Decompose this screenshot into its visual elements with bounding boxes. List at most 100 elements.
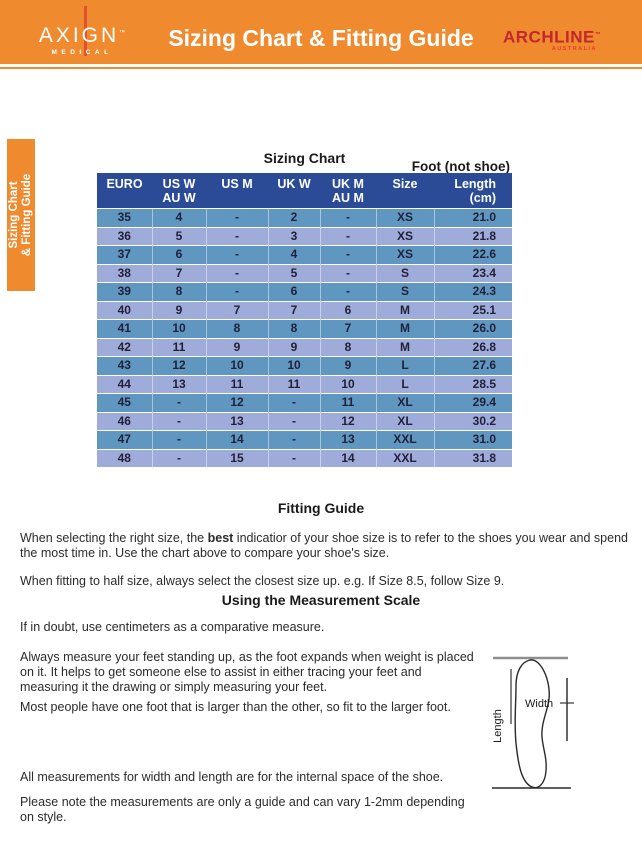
table-cell: 23.4 (433, 263, 512, 283)
table-cell: L (375, 356, 434, 375)
table-cell: 46 (97, 411, 152, 431)
table-row: 40 9 7 7 6 M 25.1 (97, 300, 512, 320)
table-cell: - (205, 226, 268, 246)
table-cell: 7 (205, 300, 268, 320)
paragraph-text: When selecting the right size, the (20, 531, 208, 545)
table-cell: 11 (151, 337, 206, 357)
table-cell: 31.8 (433, 448, 512, 467)
table-row: 42 11 9 9 8 M 26.8 (97, 337, 512, 357)
sizing-chart-title: Sizing Chart (263, 150, 346, 166)
table-cell: 28.5 (433, 374, 512, 394)
trademark-symbol: ™ (594, 32, 602, 38)
table-cell: 12 (151, 356, 206, 375)
table-cell: 8 (205, 319, 268, 338)
table-row: 47-14-13 XXL 31.0 (97, 430, 512, 449)
table-row: 48-15-14 XXL 31.8 (97, 448, 512, 467)
paragraph-selecting-size: When selecting the right size, the best … (20, 531, 632, 561)
table-cell: - (151, 411, 206, 431)
table-cell: 48 (97, 448, 152, 467)
table-cell: 8 (151, 282, 206, 301)
archline-wordmark: ARCHLINE™ (503, 27, 602, 46)
col-length-cm: Length (cm) (434, 173, 512, 209)
table-header-row: EURO US W AU W US M UK W UK M AU M Size Le… (97, 173, 512, 209)
table-cell: 7 (151, 263, 206, 283)
table-row: 45-12-11 XL 29.4 (97, 393, 512, 412)
foot-not-shoe-note: Foot (not shoe) (411, 159, 510, 174)
table-cell: 29.4 (433, 393, 512, 412)
table-cell: 30.2 (433, 411, 512, 431)
sizing-table-header: EURO US W AU W US M UK W UK M AU M Size Le… (97, 173, 512, 209)
table-cell: S (375, 282, 434, 301)
axign-wordmark: AXIGN™ (36, 4, 128, 47)
table-cell: - (319, 282, 376, 301)
table-cell: 10 (267, 356, 320, 375)
table-cell: 6 (319, 300, 376, 320)
side-tab-sizing-chart: Sizing Chart & Fitting Guide (7, 139, 35, 291)
page-title: Sizing Chart & Fitting Guide (168, 25, 474, 51)
table-row: 35 4-2- XS 21.0 (97, 208, 512, 227)
table-cell: 26.0 (433, 319, 512, 338)
archline-australia-logo: ARCHLINE™ AUSTRALIA (503, 27, 602, 52)
table-cell: 41 (97, 319, 152, 338)
table-cell: 11 (319, 393, 376, 412)
table-cell: 9 (267, 337, 320, 357)
col-ukm-aum: UK M AU M (320, 173, 376, 209)
table-cell: - (319, 208, 376, 227)
table-cell: - (267, 430, 320, 449)
table-cell: XS (375, 226, 434, 246)
table-cell: 11 (205, 374, 268, 394)
table-cell: XS (375, 208, 434, 227)
table-cell: 47 (97, 430, 152, 449)
table-cell: - (151, 393, 206, 412)
col-usm: US M (206, 173, 268, 209)
table-cell: 35 (97, 208, 152, 227)
paragraph-centimeters: If in doubt, use centimeters as a compar… (20, 620, 325, 634)
axign-medical-subtext: MEDICAL (51, 49, 113, 56)
side-tab-line2: & Fitting Guide (21, 173, 33, 257)
table-cell: 11 (267, 374, 320, 394)
table-cell: 40 (97, 300, 152, 320)
table-cell: - (205, 245, 268, 264)
table-cell: 6 (267, 282, 320, 301)
table-cell: 21.0 (433, 208, 512, 227)
table-cell: 15 (205, 448, 268, 467)
table-cell: 5 (151, 226, 206, 246)
table-cell: S (375, 263, 434, 283)
table-cell: M (375, 300, 434, 320)
table-cell: - (151, 448, 206, 467)
paragraph-half-size: When fitting to half size, always select… (20, 574, 505, 588)
table-cell: 4 (267, 245, 320, 264)
table-row: 43 12 10 10 9 L 27.6 (97, 356, 512, 375)
table-cell: 43 (97, 356, 152, 375)
measurement-scale-heading: Using the Measurement Scale (221, 592, 421, 608)
table-cell: 24.3 (433, 282, 512, 301)
table-cell: 3 (267, 226, 320, 246)
table-cell: 27.6 (433, 356, 512, 375)
table-row: 39 8-6- S 24.3 (97, 282, 512, 301)
table-cell: 26.8 (433, 337, 512, 357)
header-banner: AXIGN™ MEDICAL Sizing Chart & Fitting Gu… (0, 0, 642, 64)
table-cell: 2 (267, 208, 320, 227)
table-cell: 37 (97, 245, 152, 264)
table-cell: - (267, 411, 320, 431)
table-cell: 13 (151, 374, 206, 394)
paragraph-measure-standing: Always measure your feet standing up, as… (20, 650, 474, 694)
table-cell: 9 (319, 356, 376, 375)
table-cell: 36 (97, 226, 152, 246)
foot-measurement-diagram: Width Length (492, 656, 574, 789)
table-cell: 10 (205, 356, 268, 375)
table-cell: XXL (375, 448, 434, 467)
table-row: 37 6-4- XS 22.6 (97, 245, 512, 264)
table-cell: 25.1 (433, 300, 512, 320)
table-cell: - (205, 263, 268, 283)
table-cell: 42 (97, 337, 152, 357)
table-cell: 38 (97, 263, 152, 283)
table-row: 38 7-5- S 23.4 (97, 263, 512, 283)
table-cell: XS (375, 245, 434, 264)
table-cell: 8 (267, 319, 320, 338)
table-cell: 39 (97, 282, 152, 301)
side-tab-label: Sizing Chart & Fitting Guide (8, 140, 34, 290)
paragraph-guide-variance: Please note the measurements are only a … (20, 795, 465, 824)
table-cell: XL (375, 393, 434, 412)
trademark-symbol: ™ (119, 30, 126, 36)
